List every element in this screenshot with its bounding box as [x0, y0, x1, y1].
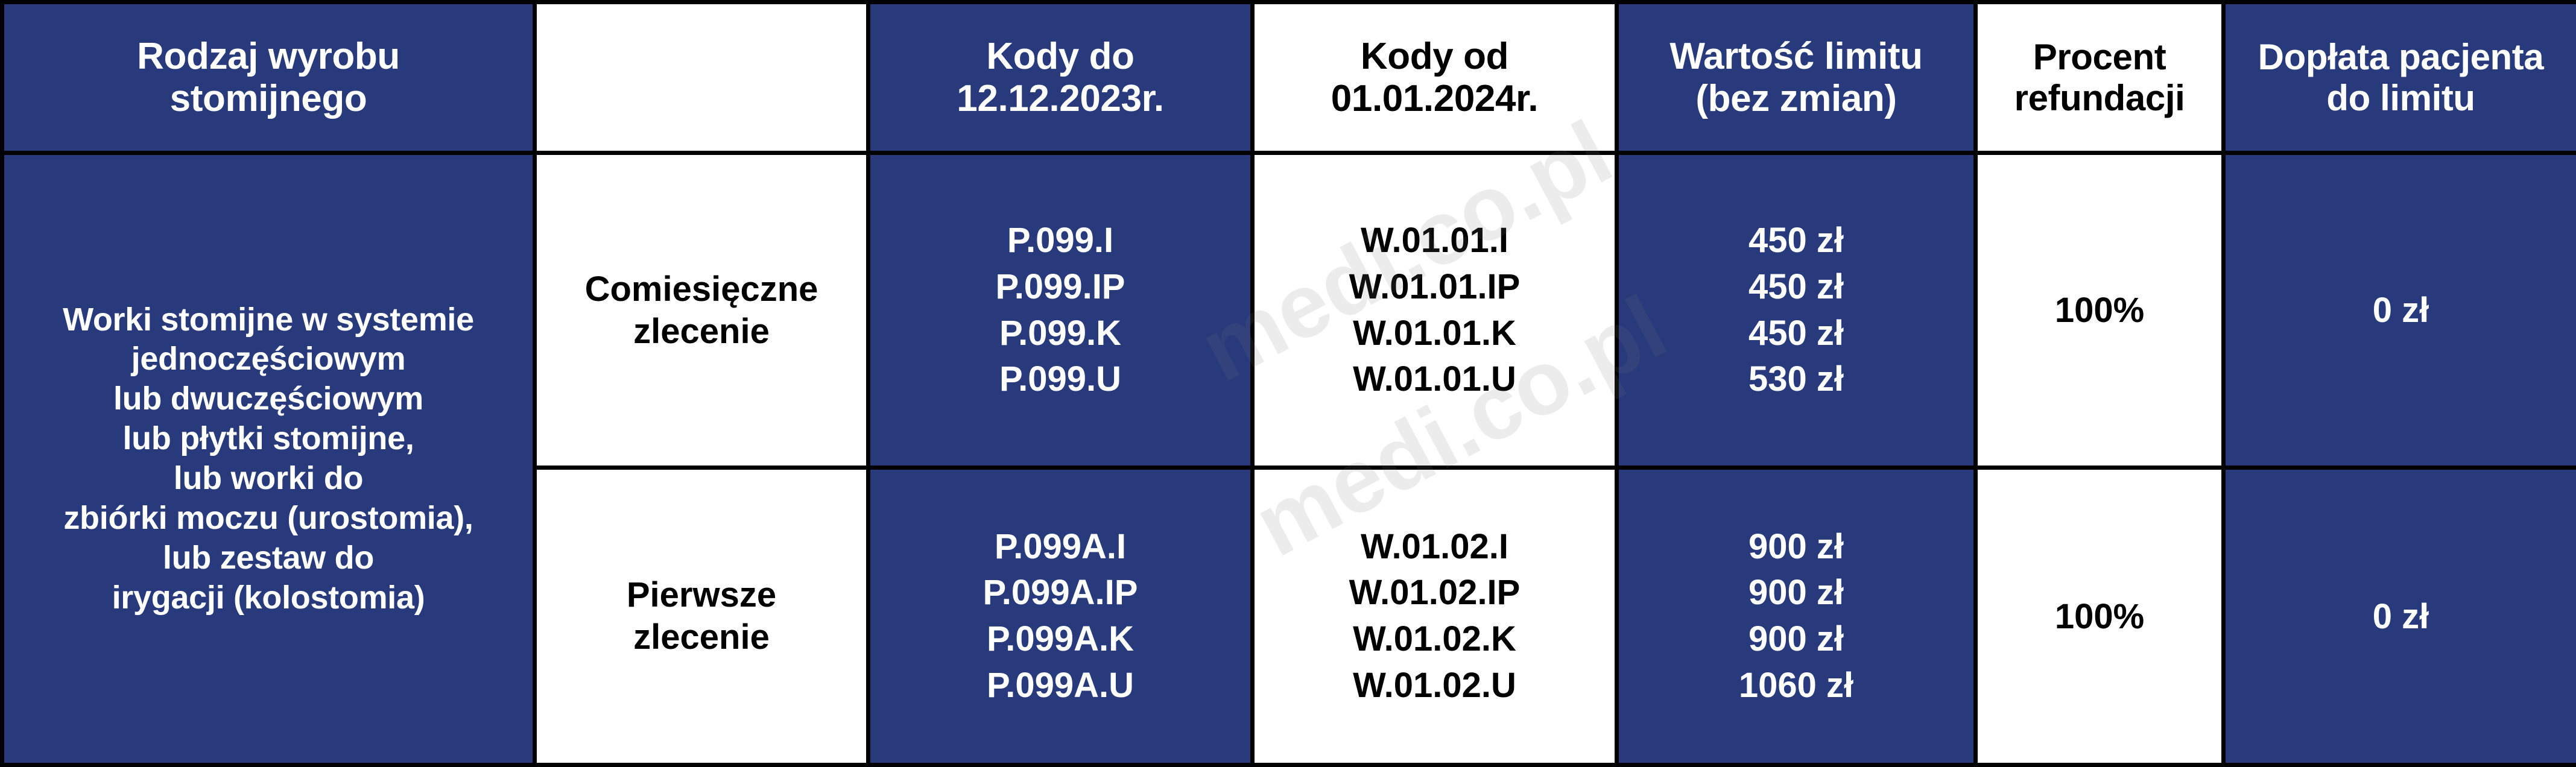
- header-line: Dopłata pacjenta: [2258, 37, 2544, 78]
- order-type-cell: Comiesięczne zlecenie: [533, 151, 870, 470]
- codes-new-cell: W.01.02.I W.01.02.IP W.01.02.K W.01.02.U: [1250, 466, 1619, 767]
- header-line: do limitu: [2326, 77, 2475, 118]
- limit-value-cell: 900 zł 900 zł 900 zł 1060 zł: [1615, 466, 1978, 767]
- code-line: P.099A.U: [987, 665, 1134, 705]
- column-header-product: Rodzaj wyrobu stomijnego: [0, 0, 537, 155]
- column-header-codes-old: Kody do 12.12.2023r.: [866, 0, 1255, 155]
- code-line: W.01.01.IP: [1349, 267, 1521, 306]
- patient-surcharge-cell: 0 zł: [2221, 466, 2576, 767]
- table-row: Worki stomijne w systemie jednoczęściowy…: [0, 151, 2576, 767]
- product-line: lub worki do: [173, 460, 364, 496]
- column-header-codes-new: Kody od 01.01.2024r.: [1250, 0, 1619, 155]
- limit-line: 1060 zł: [1738, 665, 1854, 705]
- table-body: Worki stomijne w systemie jednoczęściowy…: [0, 151, 2576, 767]
- code-line: P.099.IP: [995, 267, 1125, 306]
- code-line: P.099A.K: [987, 619, 1134, 658]
- product-line: lub płytki stomijne,: [122, 420, 414, 457]
- code-line: P.099A.I: [994, 526, 1127, 566]
- column-header-order-type: [533, 0, 870, 155]
- code-line: W.01.02.IP: [1349, 573, 1521, 613]
- product-line: lub zestaw do: [162, 539, 375, 576]
- header-line: stomijnego: [169, 77, 367, 119]
- header-line: Kody do: [986, 36, 1135, 78]
- header-line: (bez zmian): [1695, 77, 1897, 119]
- limit-line: 900 zł: [1748, 573, 1844, 613]
- limit-line: 900 zł: [1748, 526, 1844, 566]
- refund-percent-cell: 100%: [1973, 466, 2226, 767]
- header-line: Rodzaj wyrobu: [137, 36, 400, 78]
- code-line: P.099A.IP: [983, 573, 1138, 613]
- order-type-cell: Pierwsze zlecenie: [533, 466, 870, 767]
- header-line: refundacji: [2014, 77, 2185, 118]
- order-type-line: Pierwsze: [626, 575, 777, 615]
- order-type-line: Comiesięczne: [584, 269, 818, 309]
- product-line: irygacji (kolostomia): [112, 579, 425, 616]
- limit-line: 450 zł: [1748, 267, 1844, 306]
- product-line: zbiórki moczu (urostomia),: [63, 499, 473, 536]
- header-line: 01.01.2024r.: [1331, 77, 1539, 119]
- header-line: Procent: [2033, 37, 2166, 78]
- code-line: W.01.01.U: [1353, 359, 1516, 399]
- code-line: W.01.02.I: [1360, 526, 1509, 566]
- code-line: P.099.U: [999, 359, 1122, 399]
- column-header-surcharge: Dopłata pacjenta do limitu: [2221, 0, 2576, 155]
- codes-old-cell: P.099.I P.099.IP P.099.K P.099.U: [866, 151, 1255, 470]
- limit-value-cell: 450 zł 450 zł 450 zł 530 zł: [1615, 151, 1978, 470]
- code-line: W.01.02.K: [1353, 619, 1516, 658]
- code-line: W.01.02.U: [1353, 665, 1516, 705]
- product-line: Worki stomijne w systemie: [63, 301, 474, 338]
- header-line: 12.12.2023r.: [957, 77, 1164, 119]
- product-line: lub dwuczęściowym: [113, 380, 424, 417]
- column-header-limit: Wartość limitu (bez zmian): [1615, 0, 1978, 155]
- codes-new-cell: W.01.01.I W.01.01.IP W.01.01.K W.01.01.U: [1250, 151, 1619, 470]
- limit-line: 530 zł: [1748, 359, 1844, 399]
- patient-surcharge-cell: 0 zł: [2221, 151, 2576, 470]
- table-row: Pierwsze zlecenie P.099A.I P.099A.IP P.0…: [2, 466, 2576, 767]
- column-header-percent: Procent refundacji: [1973, 0, 2226, 155]
- limit-line: 900 zł: [1748, 619, 1844, 658]
- code-line: P.099.I: [1007, 221, 1114, 260]
- header-row: Rodzaj wyrobu stomijnego Kody do 12.12.2…: [0, 0, 2576, 155]
- codes-old-cell: P.099A.I P.099A.IP P.099A.K P.099A.U: [866, 466, 1255, 767]
- order-type-line: zlecenie: [633, 617, 770, 657]
- order-type-line: zlecenie: [633, 311, 770, 351]
- product-description-cell: Worki stomijne w systemie jednoczęściowy…: [0, 151, 537, 767]
- code-line: W.01.01.I: [1360, 221, 1509, 260]
- code-line: P.099.K: [999, 313, 1122, 353]
- header-line: Wartość limitu: [1669, 36, 1923, 78]
- code-line: W.01.01.K: [1353, 313, 1516, 353]
- limit-line: 450 zł: [1748, 313, 1844, 353]
- refund-percent-cell: 100%: [1973, 151, 2226, 470]
- limit-line: 450 zł: [1748, 221, 1844, 260]
- product-line: jednoczęściowym: [131, 341, 406, 377]
- header-line: Kody od: [1360, 36, 1509, 78]
- table-header: Rodzaj wyrobu stomijnego Kody do 12.12.2…: [0, 0, 2576, 155]
